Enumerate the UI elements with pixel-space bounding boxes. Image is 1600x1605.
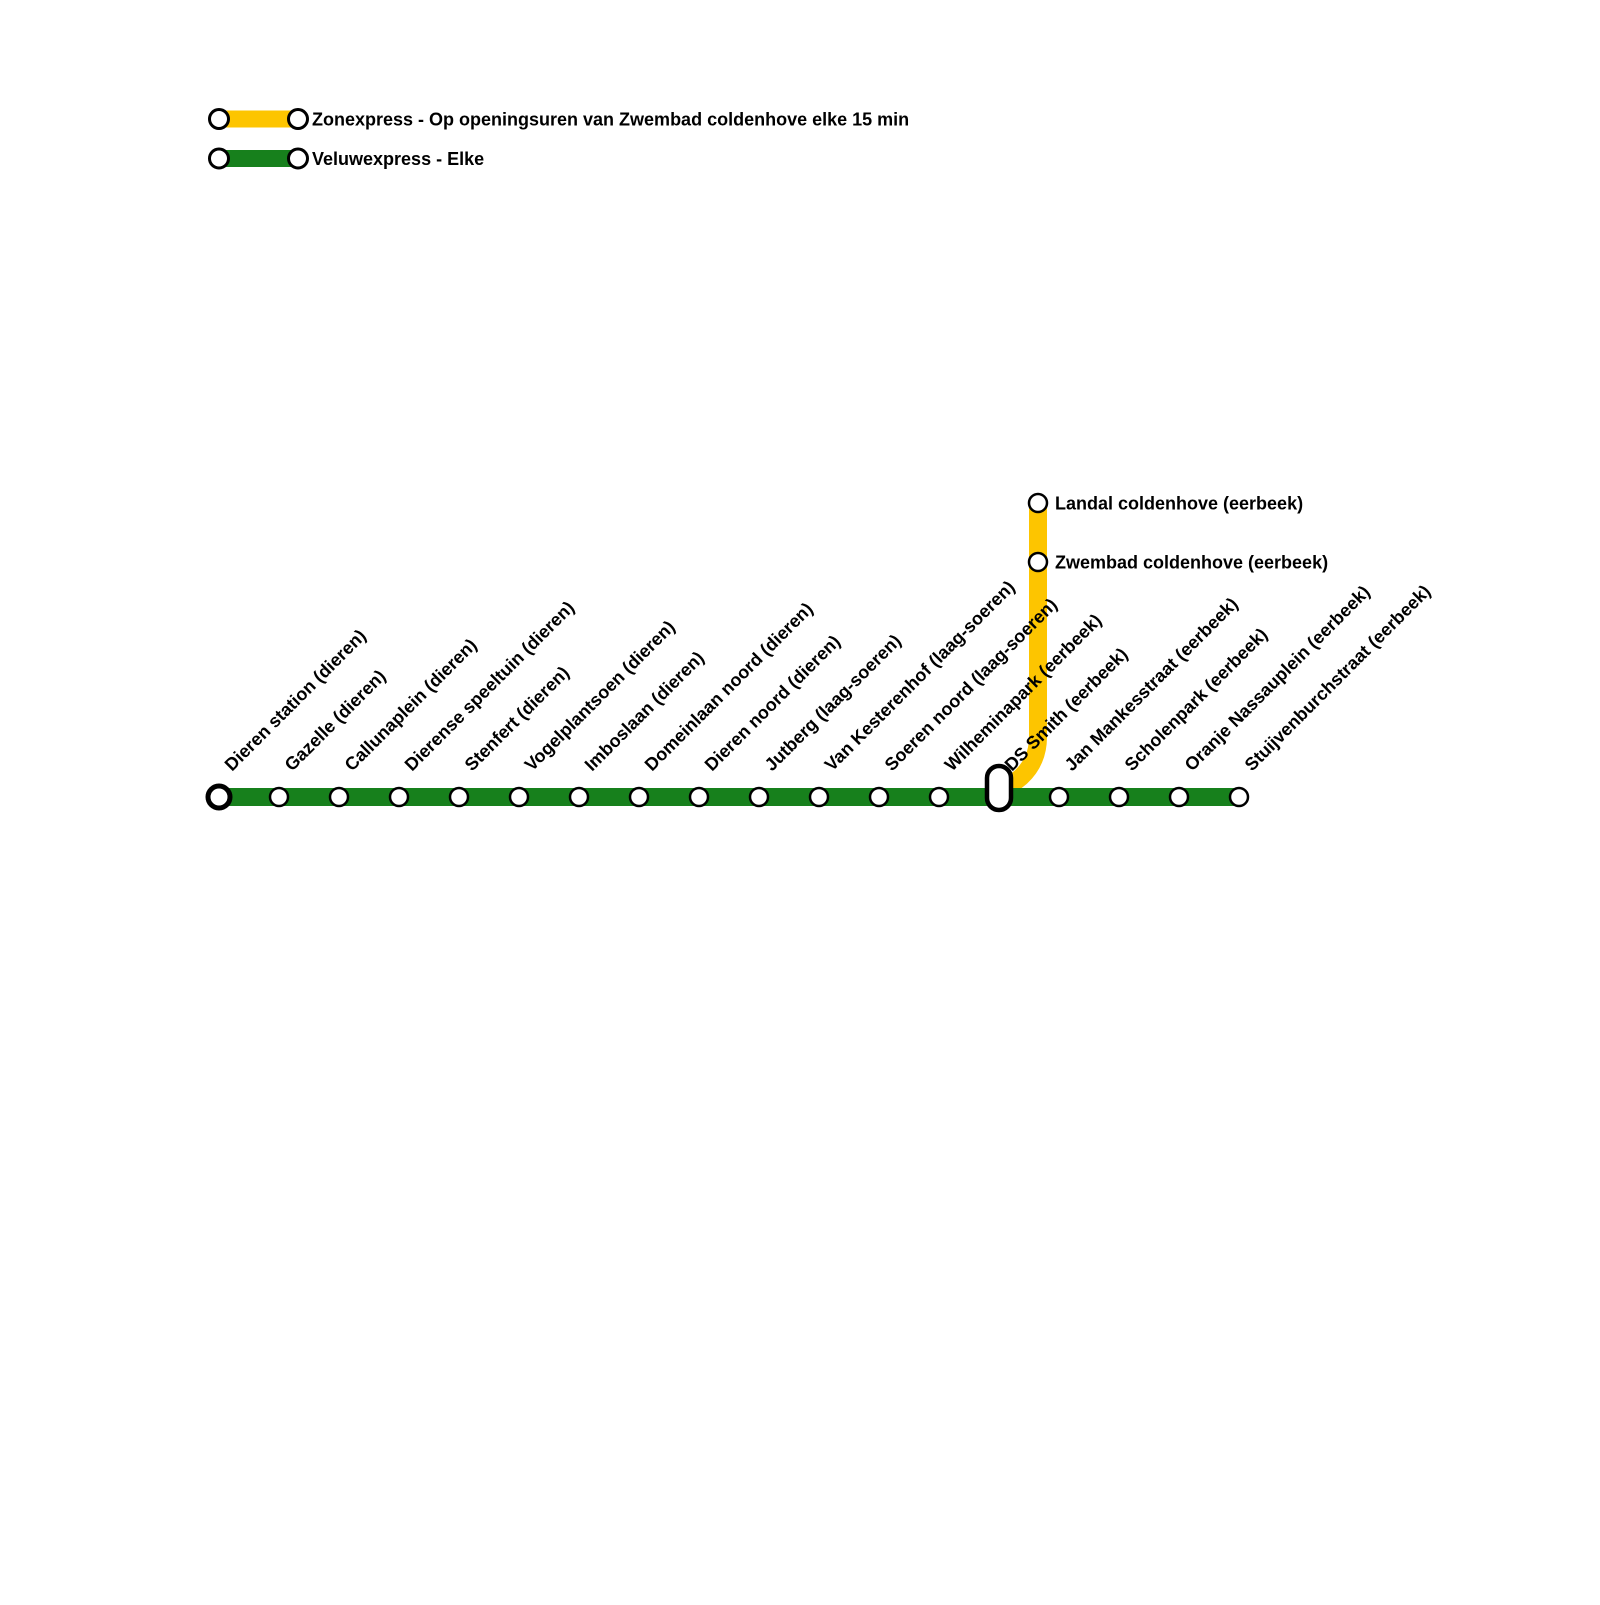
branch-station-label: Zwembad coldenhove (eerbeek) <box>1055 553 1328 573</box>
station-marker <box>868 786 890 808</box>
station-marker-interchange <box>984 763 1014 813</box>
station-marker <box>748 786 770 808</box>
station-marker <box>688 786 710 808</box>
station-marker <box>328 786 350 808</box>
station-marker <box>1168 786 1190 808</box>
station-marker <box>568 786 590 808</box>
legend-item-veluwexpress: Veluwexpress - Elke <box>208 147 484 170</box>
legend-endpoint-circle <box>208 108 230 130</box>
station-marker <box>388 786 410 808</box>
station-label: Gazelle (dieren) <box>281 666 390 775</box>
station-label: Stenfert (dieren) <box>461 662 573 774</box>
station-marker <box>928 786 950 808</box>
legend: Zonexpress - Op openingsuren van Zwembad… <box>208 108 909 170</box>
zonexpress-line <box>1000 500 1047 797</box>
legend-line-bar-zonexpress <box>219 110 298 128</box>
station-marker <box>808 786 830 808</box>
route-map: Landal coldenhove (eerbeek) Zwembad colde… <box>205 492 1434 813</box>
station-marker <box>508 786 530 808</box>
station-marker <box>1108 786 1130 808</box>
legend-label-zonexpress: Zonexpress - Op openingsuren van Zwembad… <box>312 110 909 130</box>
station-marker <box>628 786 650 808</box>
station-marker <box>1048 786 1070 808</box>
branch-station-marker <box>1027 492 1049 514</box>
station-marker <box>268 786 290 808</box>
station-marker <box>448 786 470 808</box>
legend-endpoint-circle <box>287 108 309 130</box>
legend-line-bar-veluwexpress <box>219 150 298 167</box>
station-marker <box>1228 786 1250 808</box>
legend-item-zonexpress: Zonexpress - Op openingsuren van Zwembad… <box>208 108 909 130</box>
station-marker-terminus <box>205 783 233 811</box>
branch-station-marker <box>1027 551 1049 573</box>
branch-station-label: Landal coldenhove (eerbeek) <box>1055 494 1303 514</box>
legend-endpoint-circle <box>287 147 309 170</box>
legend-label-veluwexpress: Veluwexpress - Elke <box>312 149 484 169</box>
legend-endpoint-circle <box>208 147 230 170</box>
